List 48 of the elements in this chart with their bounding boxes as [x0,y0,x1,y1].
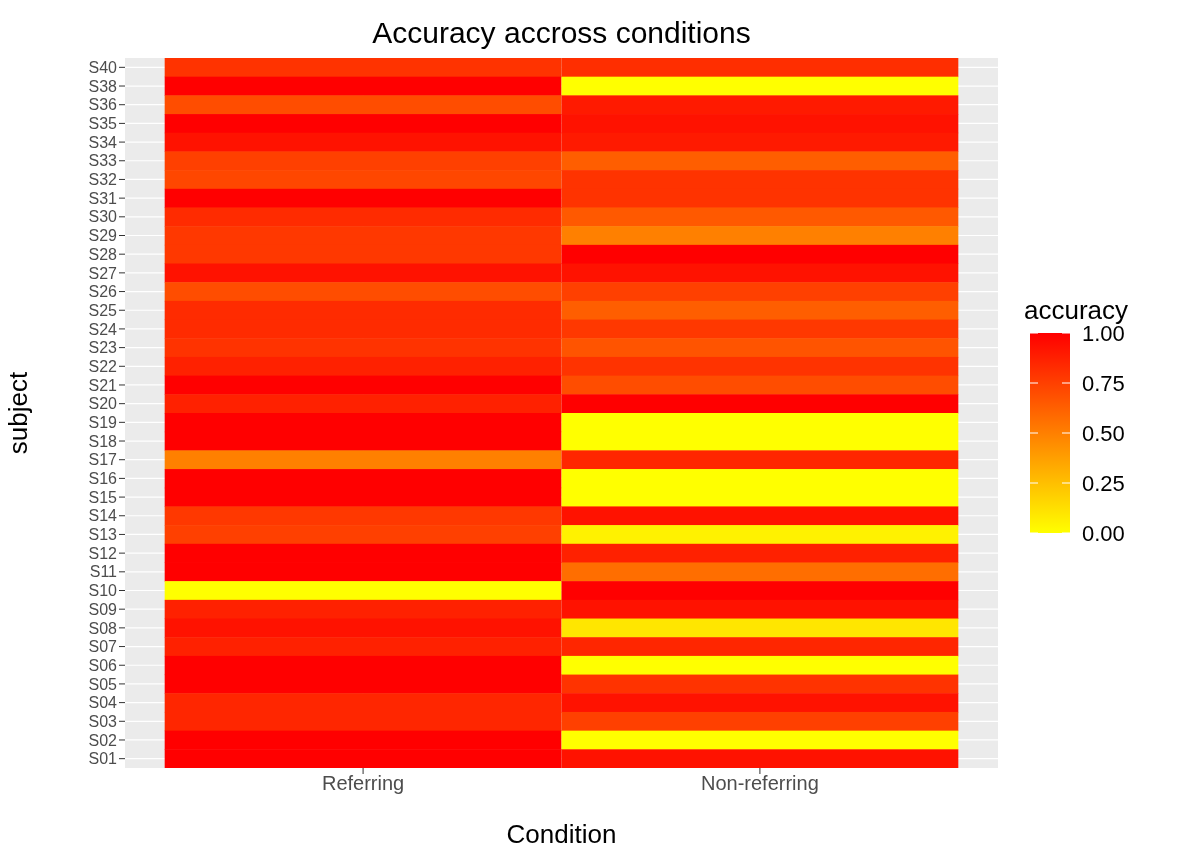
y-tick-label: S33 [88,152,118,170]
y-tick-label: S08 [88,619,118,637]
y-tick-label: S16 [88,470,118,488]
y-tick-label: S07 [88,638,118,656]
color-bar-label: 0.25 [1082,471,1125,496]
y-axis-title: subject [3,371,34,455]
y-tick-label: S01 [88,750,118,768]
x-tick-label: Referring [321,772,405,795]
y-tick-label: S04 [88,694,118,712]
y-tick-label: S22 [88,357,118,375]
x-tick-label: Non-referring [701,772,819,795]
color-bar-label: 0.00 [1082,521,1125,546]
y-tick-label: S31 [88,189,118,207]
y-tick-label: S21 [88,376,118,394]
y-tick-label: S10 [88,582,118,600]
y-tick-label: S36 [88,96,118,114]
y-tick-label: S14 [88,507,118,525]
y-tick-label: S13 [88,526,118,544]
y-tick-label: S20 [88,395,118,413]
y-tick-label: S05 [88,675,118,693]
y-tick-label: S40 [88,59,118,77]
y-tick-label: S25 [88,301,118,319]
y-tick-label: S03 [88,712,118,730]
y-tick-label: S35 [88,115,118,133]
y-tick-label: S17 [88,451,118,469]
color-bar-title: accuracy [1024,295,1129,325]
y-tick-label: S18 [88,432,118,450]
y-tick-label: S34 [88,133,118,151]
x-axis-title: Condition [506,819,617,848]
y-tick-label: S27 [88,264,118,282]
y-tick-label: S11 [89,563,118,581]
y-tick-label: S30 [88,208,118,226]
y-tick-label: S06 [88,656,118,674]
y-tick-label: S38 [88,77,118,95]
y-tick-label: S19 [88,414,118,432]
color-bar-label: 0.50 [1082,421,1125,446]
y-tick-label: S12 [88,544,118,562]
y-tick-label: S24 [88,320,118,338]
y-tick-label: S09 [88,600,118,618]
y-tick-label: S29 [88,227,118,245]
y-tick-label: S32 [88,171,118,189]
y-tick-label: S15 [88,488,118,506]
chart-title: Accuracy accross conditions [371,16,752,50]
color-bar-label: 0.75 [1082,371,1125,396]
y-tick-label: S02 [88,731,118,749]
y-tick-label: S26 [88,283,118,301]
y-tick-label: S23 [88,339,118,357]
y-tick-label: S28 [88,245,118,263]
